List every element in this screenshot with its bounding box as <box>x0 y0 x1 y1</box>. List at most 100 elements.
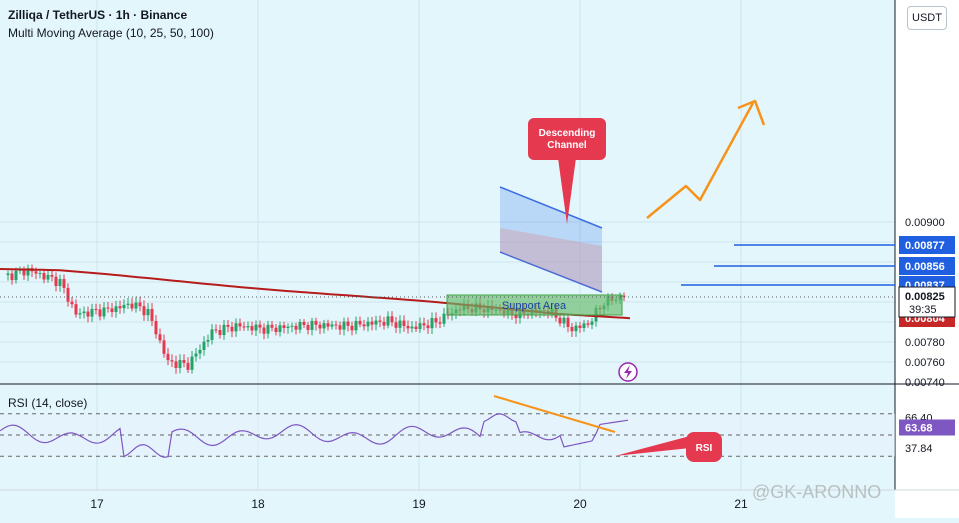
candle-body <box>402 320 406 326</box>
candle-body <box>566 317 570 327</box>
candle-body <box>390 316 394 323</box>
symbol-title: Zilliqa / TetherUS · 1h · Binance <box>8 8 188 22</box>
candle-body <box>26 268 30 276</box>
candle-body <box>102 307 106 317</box>
candle-body <box>290 325 294 327</box>
candle-body <box>354 320 358 331</box>
descending-channel-label: Channel <box>547 140 587 151</box>
candle-body <box>50 274 54 277</box>
candle-body <box>270 324 274 328</box>
candle-body <box>410 326 414 329</box>
candle-body <box>294 325 298 330</box>
candle-body <box>438 322 442 324</box>
rsi-title: RSI (14, close) <box>8 396 87 410</box>
rsi-callout-label: RSI <box>696 443 713 454</box>
candle-body <box>322 323 326 329</box>
candle-body <box>318 324 322 329</box>
candle-body <box>98 309 102 317</box>
candle-body <box>362 324 366 327</box>
candle-body <box>10 273 14 281</box>
candle-body <box>622 295 626 297</box>
descending-channel-label: Descending <box>539 128 596 139</box>
candle-body <box>562 317 566 324</box>
candle-body <box>90 308 94 317</box>
candle-body <box>130 303 134 309</box>
candle-body <box>430 318 434 329</box>
rsi-divergence-line <box>493 395 616 433</box>
candle-body <box>22 269 26 276</box>
candle-body <box>258 324 262 328</box>
projection-arrowhead <box>737 99 766 126</box>
bar-countdown-label: 39:35 <box>909 304 937 316</box>
candle-body <box>426 325 430 329</box>
currency-button[interactable]: USDT <box>907 6 947 30</box>
price-badge <box>899 236 955 254</box>
candle-body <box>206 339 210 342</box>
candles <box>6 264 626 374</box>
time-axis-label: 17 <box>90 497 104 511</box>
candle-body <box>86 311 90 317</box>
indicator-title: Multi Moving Average (10, 25, 50, 100) <box>8 26 214 40</box>
rsi-line <box>0 413 629 458</box>
candle-body <box>254 324 258 331</box>
price-badge-label: 0.00856 <box>905 261 945 273</box>
candle-body <box>342 321 346 330</box>
candle-body <box>190 356 194 370</box>
candle-body <box>166 353 170 361</box>
candle-body <box>246 326 250 328</box>
rsi-value-badge <box>899 419 955 436</box>
candle-body <box>234 323 238 332</box>
candle-body <box>34 271 38 274</box>
candle-body <box>578 325 582 328</box>
candle-body <box>162 340 166 354</box>
candle-body <box>398 320 402 328</box>
candle-body <box>298 321 302 330</box>
candle-body <box>230 326 234 332</box>
candle-body <box>422 323 426 326</box>
candle-body <box>182 359 186 363</box>
candle-body <box>366 321 370 327</box>
candle-body <box>370 321 374 325</box>
current-price-label: 0.00825 <box>905 291 945 303</box>
candle-body <box>314 320 318 325</box>
candle-body <box>330 324 334 327</box>
candle-body <box>62 279 66 288</box>
candle-body <box>358 320 362 325</box>
descending-channel <box>500 187 602 292</box>
candle-body <box>250 326 254 331</box>
candle-body <box>110 308 114 313</box>
candle-body <box>334 324 338 326</box>
rsi-callout-pointer <box>615 436 690 456</box>
watermark: @GK-ARONNO <box>752 482 881 502</box>
candle-body <box>558 317 562 324</box>
candle-body <box>326 323 330 327</box>
candle-body <box>58 279 62 286</box>
candle-body <box>54 276 58 286</box>
candle-body <box>406 325 410 329</box>
candle-body <box>310 320 314 331</box>
candle-body <box>574 325 578 332</box>
support-area-label: Support Area <box>502 300 567 312</box>
candle-body <box>374 320 378 325</box>
candle-body <box>194 353 198 357</box>
candle-body <box>174 361 178 369</box>
candle-body <box>274 327 278 333</box>
candle-body <box>242 326 246 328</box>
candle-body <box>6 273 10 275</box>
projection-path <box>646 102 755 219</box>
candle-body <box>202 341 206 350</box>
candle-body <box>418 323 422 330</box>
candle-body <box>350 325 354 331</box>
candle-body <box>146 308 150 316</box>
candle-body <box>134 302 138 309</box>
candle-body <box>46 274 50 280</box>
candle-body <box>582 323 586 328</box>
candle-body <box>214 329 218 331</box>
price-tick-label: 0.00780 <box>905 337 945 349</box>
descending-channel-pointer <box>558 158 576 224</box>
candle-body <box>14 270 18 281</box>
candle-body <box>386 316 390 326</box>
current-price-badge <box>898 286 956 318</box>
